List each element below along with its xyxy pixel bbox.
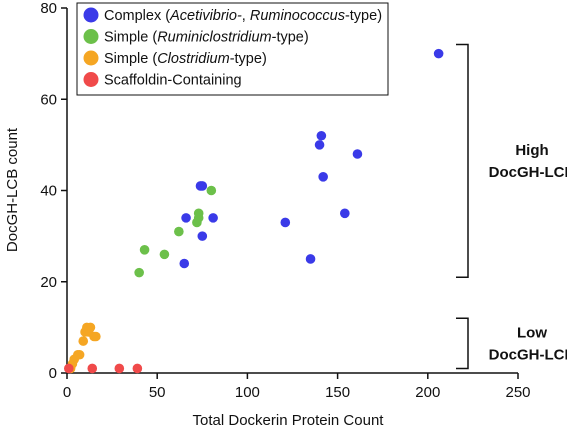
legend-label: Simple (Ruminiclostridium-type) — [104, 30, 309, 46]
data-point — [134, 267, 144, 278]
legend-label: Scaffoldin-Containing — [104, 73, 242, 89]
bracket-label: DocGH-LCB — [489, 164, 567, 181]
data-point — [197, 231, 208, 241]
data-point — [159, 249, 170, 260]
x-tick-label: 150 — [325, 384, 350, 401]
legend-label: Simple (Clostridium-type) — [104, 51, 267, 67]
bracket-annotations: High DocGH-LCB Low DocGH-LCB — [456, 43, 567, 370]
data-point — [64, 363, 74, 374]
y-axis-label: DocGH-LCB count — [4, 127, 21, 252]
x-tick-label: 250 — [505, 384, 530, 401]
legend-marker — [83, 7, 99, 23]
legend-marker — [83, 50, 99, 66]
x-tick-label: 100 — [235, 384, 260, 401]
data-point — [318, 172, 328, 182]
y-tick-label: 20 — [40, 274, 57, 291]
data-point — [280, 217, 291, 228]
data-point — [174, 226, 184, 237]
legend: Complex (Acetivibrio-, Ruminococcus-type… — [76, 2, 389, 96]
x-tick-label: 0 — [63, 384, 71, 401]
data-point — [352, 149, 363, 159]
data-point — [208, 213, 218, 223]
data-points — [64, 48, 444, 374]
bracket — [456, 43, 469, 278]
x-tick-label: 200 — [415, 384, 440, 401]
data-point — [340, 208, 350, 219]
y-tick-label: 60 — [40, 91, 57, 108]
data-point — [132, 363, 143, 374]
data-point — [114, 363, 125, 374]
data-point — [181, 213, 191, 223]
data-point — [197, 181, 208, 191]
bracket-label: DocGH-LCB — [489, 346, 567, 363]
data-point — [206, 185, 217, 196]
data-point — [433, 48, 444, 59]
x-axis-label: Total Dockerin Protein Count — [193, 412, 385, 429]
y-tick-label: 80 — [40, 0, 57, 17]
x-tick-label: 50 — [149, 384, 166, 401]
bracket-label: High — [515, 142, 548, 159]
data-point — [316, 130, 327, 141]
bracket-label: Low — [517, 324, 547, 341]
data-point — [139, 245, 150, 255]
legend-box — [76, 2, 389, 96]
axes: 0 50 100 150 200 250 0 20 40 60 80 — [40, 0, 530, 401]
legend-label: Complex (Acetivibrio-, Ruminococcus-type… — [104, 8, 382, 24]
data-point — [87, 363, 98, 374]
y-tick-label: 40 — [40, 183, 57, 200]
legend-marker — [83, 29, 99, 44]
bracket — [456, 317, 469, 370]
data-point — [78, 336, 89, 346]
data-point — [192, 217, 202, 228]
y-tick-label: 0 — [49, 365, 57, 382]
data-point — [80, 327, 90, 337]
data-point — [314, 140, 325, 150]
data-point — [91, 331, 101, 342]
data-point — [305, 254, 316, 264]
legend-marker — [83, 72, 99, 87]
data-point — [179, 258, 190, 269]
